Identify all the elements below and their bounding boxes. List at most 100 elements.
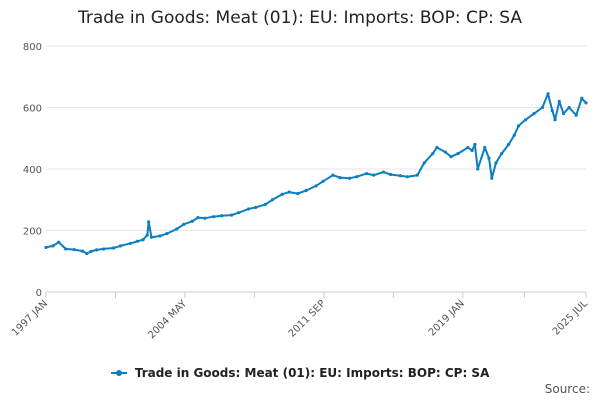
data-point[interactable] bbox=[314, 184, 318, 188]
series-line bbox=[45, 92, 587, 255]
data-point[interactable] bbox=[507, 142, 511, 146]
x-tick-label: 2004 MAY bbox=[146, 298, 189, 341]
data-point[interactable] bbox=[147, 220, 151, 224]
data-point[interactable] bbox=[80, 249, 85, 253]
data-point[interactable] bbox=[102, 247, 106, 251]
grid-lines bbox=[46, 45, 586, 293]
legend-swatch bbox=[110, 369, 127, 376]
x-axis-ticks: 1997 JAN 2004 MAY 2011 SEP 2019 JAN 2025 JUL bbox=[10, 292, 590, 341]
data-point[interactable] bbox=[567, 105, 571, 110]
data-point[interactable] bbox=[321, 179, 325, 183]
data-point[interactable] bbox=[476, 167, 480, 171]
y-tick-label: 800 bbox=[23, 42, 42, 53]
data-point[interactable] bbox=[237, 211, 241, 215]
data-point[interactable] bbox=[487, 156, 491, 160]
data-point[interactable] bbox=[500, 152, 504, 156]
data-point[interactable] bbox=[557, 99, 561, 103]
data-point[interactable] bbox=[365, 172, 369, 176]
data-point[interactable] bbox=[456, 152, 460, 156]
y-tick-label: 600 bbox=[23, 104, 42, 115]
data-point[interactable] bbox=[145, 233, 149, 237]
data-point[interactable] bbox=[574, 113, 578, 117]
data-point[interactable] bbox=[422, 161, 426, 165]
data-point[interactable] bbox=[381, 170, 386, 174]
data-point[interactable] bbox=[44, 245, 48, 250]
data-point[interactable] bbox=[553, 118, 557, 122]
data-point[interactable] bbox=[280, 192, 284, 196]
legend-series-label: Trade in Goods: Meat (01): EU: Imports: … bbox=[134, 366, 490, 380]
y-axis-ticks: 0 200 400 600 800 bbox=[23, 42, 42, 299]
data-point[interactable] bbox=[230, 213, 234, 217]
data-point[interactable] bbox=[304, 188, 308, 193]
data-point[interactable] bbox=[149, 235, 154, 239]
data-point[interactable] bbox=[287, 190, 291, 194]
data-point[interactable] bbox=[85, 251, 89, 256]
data-point[interactable] bbox=[141, 238, 145, 242]
legend[interactable]: Trade in Goods: Meat (01): EU: Imports: … bbox=[0, 366, 600, 380]
data-point[interactable] bbox=[372, 173, 376, 177]
data-point[interactable] bbox=[540, 105, 545, 110]
data-point[interactable] bbox=[165, 231, 169, 236]
data-point[interactable] bbox=[128, 241, 132, 246]
data-point[interactable] bbox=[57, 240, 61, 244]
data-point[interactable] bbox=[196, 215, 200, 220]
data-point[interactable] bbox=[449, 155, 453, 159]
data-point[interactable] bbox=[89, 249, 93, 254]
data-point[interactable] bbox=[158, 234, 162, 238]
y-tick-label: 400 bbox=[23, 165, 42, 176]
data-point[interactable] bbox=[175, 227, 179, 231]
data-point[interactable] bbox=[72, 247, 76, 252]
data-point[interactable] bbox=[550, 108, 554, 113]
data-point[interactable] bbox=[95, 248, 99, 252]
series-layer bbox=[44, 92, 588, 256]
data-point[interactable] bbox=[388, 172, 393, 177]
data-point[interactable] bbox=[431, 152, 435, 156]
data-point[interactable] bbox=[296, 192, 300, 196]
x-tick-label: 2025 JUL bbox=[551, 298, 591, 338]
data-point[interactable] bbox=[561, 112, 566, 116]
data-point[interactable] bbox=[473, 142, 477, 146]
data-point[interactable] bbox=[355, 175, 359, 179]
data-point[interactable] bbox=[253, 205, 258, 210]
x-tick-label: 2019 JAN bbox=[427, 298, 467, 338]
data-point[interactable] bbox=[523, 118, 528, 122]
y-tick-label: 200 bbox=[23, 227, 42, 238]
data-point[interactable] bbox=[51, 244, 55, 248]
chart-title: Trade in Goods: Meat (01): EU: Imports: … bbox=[77, 8, 523, 28]
data-point[interactable] bbox=[405, 175, 410, 179]
data-point[interactable] bbox=[466, 145, 470, 150]
data-point[interactable] bbox=[246, 207, 251, 211]
data-point[interactable] bbox=[580, 96, 584, 100]
data-point[interactable] bbox=[263, 202, 267, 206]
data-point[interactable] bbox=[135, 239, 140, 243]
data-point[interactable] bbox=[182, 222, 186, 226]
data-point[interactable] bbox=[331, 173, 335, 177]
data-point[interactable] bbox=[516, 124, 521, 128]
data-point[interactable] bbox=[203, 216, 207, 220]
data-point[interactable] bbox=[111, 246, 116, 250]
data-point[interactable] bbox=[532, 112, 536, 116]
data-point[interactable] bbox=[190, 219, 194, 223]
data-point[interactable] bbox=[338, 176, 342, 180]
data-point[interactable] bbox=[494, 161, 498, 165]
x-tick-label: 1997 JAN bbox=[10, 298, 50, 338]
data-point[interactable] bbox=[546, 92, 550, 96]
data-point[interactable] bbox=[348, 176, 352, 180]
data-point[interactable] bbox=[490, 176, 494, 180]
y-tick-label: 0 bbox=[36, 288, 42, 299]
data-point[interactable] bbox=[443, 150, 447, 154]
data-point[interactable] bbox=[211, 215, 215, 219]
data-point[interactable] bbox=[220, 214, 224, 218]
data-point[interactable] bbox=[64, 247, 68, 251]
data-point[interactable] bbox=[470, 148, 474, 153]
data-point[interactable] bbox=[483, 145, 487, 150]
data-point[interactable] bbox=[584, 101, 588, 105]
data-point[interactable] bbox=[435, 145, 439, 150]
data-point[interactable] bbox=[512, 133, 516, 137]
data-point[interactable] bbox=[118, 244, 123, 248]
data-point[interactable] bbox=[270, 198, 275, 202]
data-point[interactable] bbox=[398, 174, 402, 178]
data-point[interactable] bbox=[415, 173, 419, 177]
source-label: Source: bbox=[544, 382, 590, 396]
